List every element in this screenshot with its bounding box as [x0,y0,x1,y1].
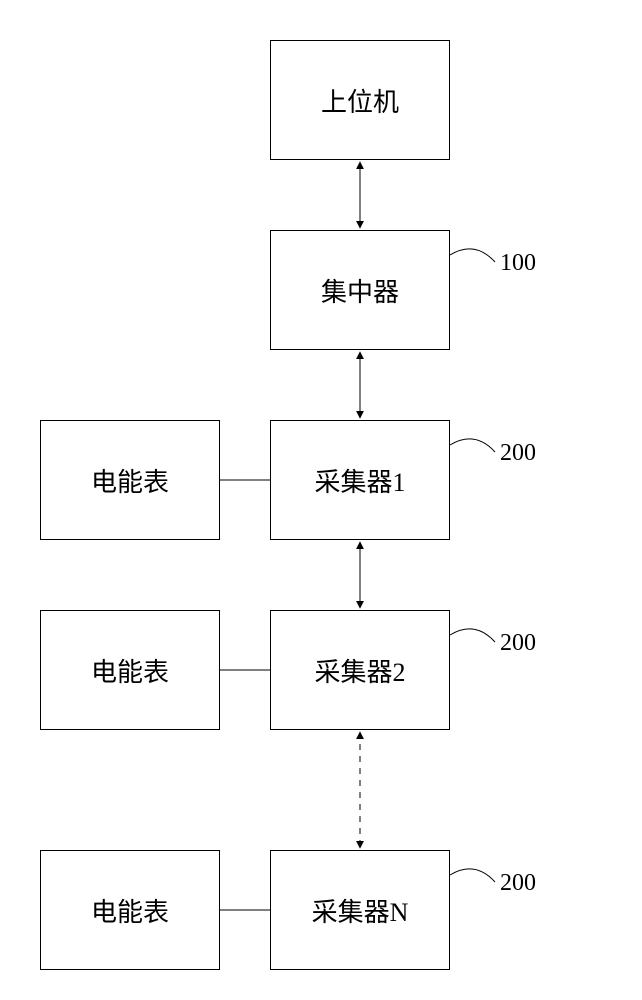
node-collector2-label: 采集器2 [314,652,405,689]
node-collectorN: 采集器N [270,850,450,970]
ref-concentrator: 100 [500,250,536,277]
ref-collector2: 200 [500,630,536,657]
ref-collector1: 200 [500,440,536,467]
node-collector1-label: 采集器1 [314,462,405,499]
ref-collectorN: 200 [500,870,536,897]
node-concentrator: 集中器 [270,230,450,350]
node-meterN: 电能表 [40,850,220,970]
node-meterN-label: 电能表 [91,892,169,929]
node-collectorN-label: 采集器N [312,892,409,929]
leader-concentrator [450,249,495,262]
leader-collector1 [450,439,495,452]
node-meter2: 电能表 [40,610,220,730]
node-collector1: 采集器1 [270,420,450,540]
diagram-canvas: 上位机 集中器 采集器1 采集器2 采集器N 电能表 电能表 电能表 100 2… [0,0,642,1000]
node-host-label: 上位机 [321,82,399,119]
leader-collectorN [450,869,495,882]
node-meter2-label: 电能表 [91,652,169,689]
node-meter1-label: 电能表 [91,462,169,499]
node-collector2: 采集器2 [270,610,450,730]
node-meter1: 电能表 [40,420,220,540]
node-concentrator-label: 集中器 [321,272,399,309]
leader-collector2 [450,629,495,642]
node-host: 上位机 [270,40,450,160]
